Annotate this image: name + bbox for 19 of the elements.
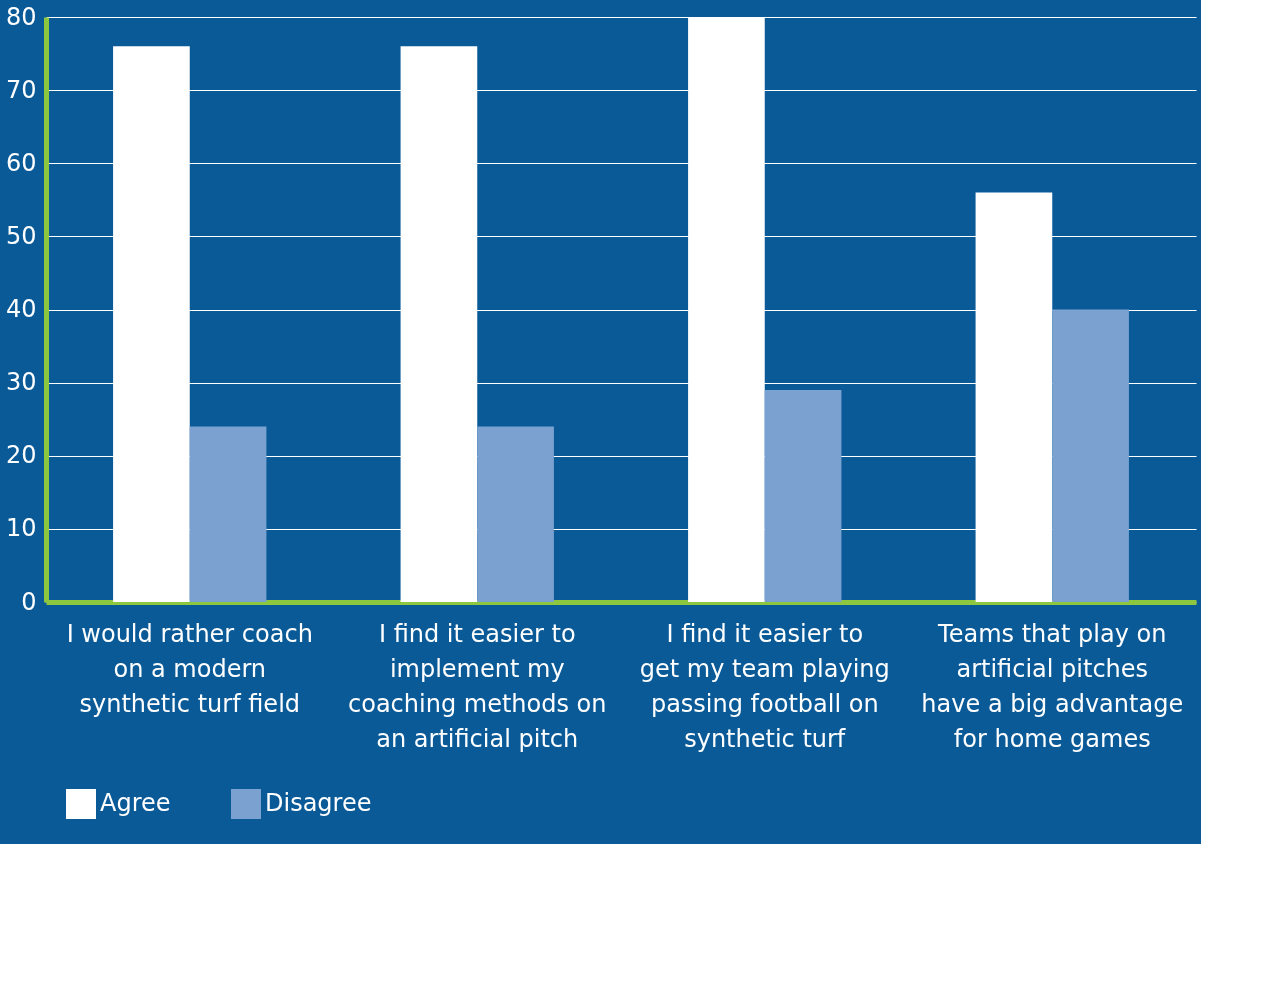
y-tick-label: 10 <box>5 514 37 543</box>
x-tick-label: I find it easier to get my team playing passing football on synthetic turf <box>639 619 890 753</box>
bar <box>189 426 267 602</box>
x-tick-label: I would rather coach on a modern synthetic turf field <box>66 619 313 718</box>
legend-label: Disagree <box>265 789 372 817</box>
y-tick-label: 50 <box>5 221 37 250</box>
y-tick-label: 20 <box>5 441 37 470</box>
y-tick-label: 30 <box>5 368 37 397</box>
y-tick-label: 80 <box>5 2 37 31</box>
y-tick-label: 40 <box>5 295 37 323</box>
legend-label: Agree <box>100 789 171 817</box>
bar <box>1052 309 1129 602</box>
x-tick-label: Teams that play on artificial pitches have a big advantage for home games <box>921 619 1184 753</box>
x-tick-label: I find it easier to implement my coaching methods on an artificial pitch <box>348 619 607 753</box>
y-tick-label: 70 <box>5 75 37 104</box>
y-tick-label: 0 <box>21 587 37 616</box>
y-tick-label: 60 <box>5 148 37 177</box>
bar <box>477 426 554 602</box>
bar <box>764 389 842 602</box>
